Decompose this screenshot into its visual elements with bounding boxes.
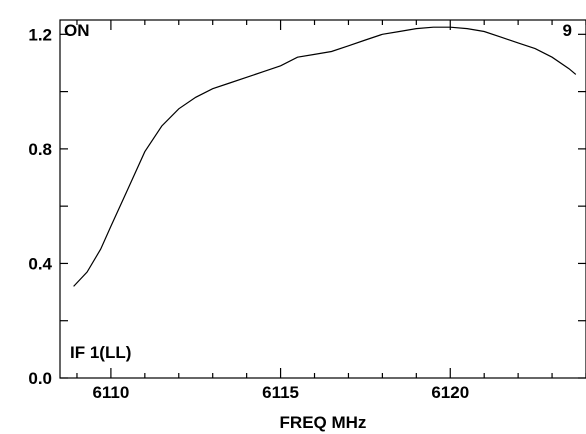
y-tick-label: 0.4 [28,254,52,273]
y-tick-label: 0.0 [28,369,52,388]
y-axis: 0.0 0.4 0.8 1.2 [28,25,586,388]
label-scan-number: 9 [563,21,572,40]
y-tick-label: 1.2 [28,25,52,44]
y-tick-label: 0.8 [28,140,52,159]
x-tick-label: 6110 [92,383,129,402]
series-line [73,26,577,287]
x-tick-label: 6120 [431,383,469,402]
x-axis: 6110 6115 6120 [76,20,586,402]
x-axis-title: FREQ MHz [280,413,367,432]
label-on: ON [64,21,90,40]
label-if: IF 1(LL) [70,343,131,362]
plot-frame [59,19,586,379]
x-tick-label: 6115 [262,383,299,402]
